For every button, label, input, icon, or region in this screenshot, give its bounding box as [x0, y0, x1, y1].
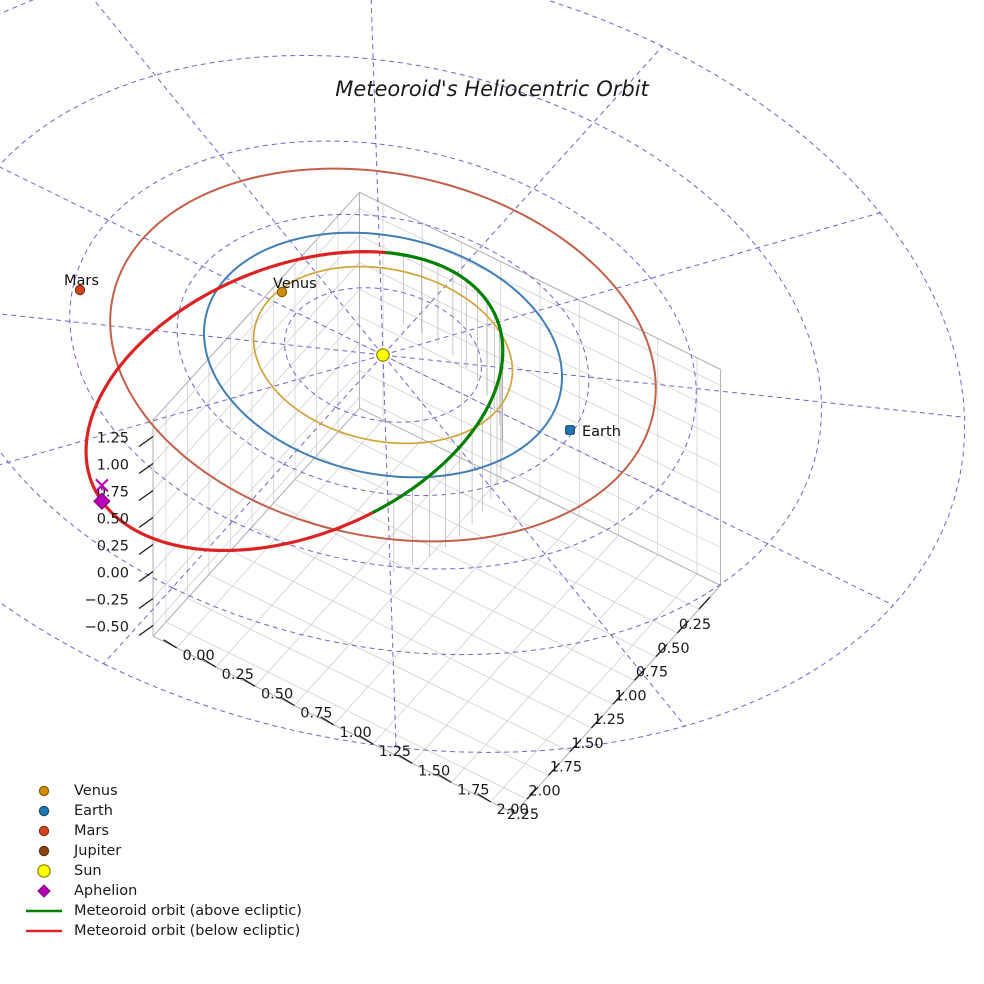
x-tick-7: 2.00	[528, 783, 560, 799]
x-tick-5: 1.50	[571, 736, 603, 752]
z-tick-7: −0.50	[85, 620, 129, 636]
venus-marker	[276, 286, 288, 298]
y-tick-4: 1.00	[339, 725, 371, 741]
legend-item-jupiter[interactable]: Jupiter	[38, 843, 121, 859]
x-tick-1: 0.50	[657, 641, 689, 657]
legend-marker-swatch	[37, 864, 51, 878]
y-tick-6: 1.50	[418, 763, 450, 779]
legend-item-aphelion[interactable]: Aphelion	[37, 883, 137, 899]
y-tick-8: 2.00	[496, 802, 528, 818]
legend-marker-swatch	[38, 785, 50, 797]
legend-item-label: Meteoroid orbit (below ecliptic)	[74, 923, 300, 939]
legend-item-label: Aphelion	[74, 883, 137, 899]
earth-marker	[565, 425, 575, 435]
meteoroid-orbit-path	[84, 250, 505, 553]
plot-title: Meteoroid's Heliocentric Orbit	[335, 77, 649, 101]
y-tick-2: 0.50	[261, 686, 293, 702]
legend-item-label: Sun	[74, 863, 102, 879]
x-tick-0: 0.25	[679, 617, 711, 633]
legend-marker-swatch	[38, 845, 50, 857]
legend-item-label: Venus	[74, 783, 118, 799]
x-tick-3: 1.00	[614, 688, 646, 704]
orbit-stem-lines	[393, 254, 504, 572]
y-tick-7: 1.75	[457, 783, 489, 799]
legend-marker-swatch	[38, 805, 50, 817]
celestial-body-markers: Venus Mars Earth	[64, 273, 621, 510]
x-tick-4: 1.25	[593, 712, 625, 728]
z-tick-0: 1.25	[97, 431, 129, 447]
earth-label: Earth	[582, 424, 621, 440]
legend-item-label: Jupiter	[73, 843, 121, 859]
legend-item-label: Mars	[74, 823, 109, 839]
plot-legend: Venus Earth Mars Jupiter Sun Aphelion Meteoroi…	[26, 783, 302, 939]
y-tick-3: 0.75	[300, 706, 332, 722]
mars-label: Mars	[64, 273, 99, 289]
planet-orbit-rings	[109, 167, 657, 543]
z-tick-5: 0.00	[97, 566, 129, 582]
z-tick-3: 0.50	[97, 512, 129, 528]
axes-panes	[152, 191, 722, 814]
aphelion-ground-projection-marker	[95, 478, 109, 493]
legend-item-meteoroid-orbit-below-ecliptic[interactable]: Meteoroid orbit (below ecliptic)	[26, 923, 300, 939]
sun-marker	[376, 348, 390, 362]
y-tick-5: 1.25	[379, 744, 411, 760]
x-tick-2: 0.75	[636, 665, 668, 681]
z-tick-1: 1.00	[97, 458, 129, 474]
mars-marker	[74, 284, 86, 296]
aphelion-marker	[93, 492, 111, 510]
y-tick-0: 0.00	[182, 648, 214, 664]
venus-label: Venus	[273, 276, 317, 292]
legend-marker-swatch	[38, 825, 50, 837]
legend-item-sun[interactable]: Sun	[37, 863, 102, 879]
legend-item-meteoroid-orbit-above-ecliptic[interactable]: Meteoroid orbit (above ecliptic)	[26, 903, 302, 919]
legend-item-mars[interactable]: Mars	[38, 823, 109, 839]
z-tick-6: −0.25	[85, 593, 129, 609]
y-tick-1: 0.25	[222, 667, 254, 683]
x-tick-8: 2.25	[507, 807, 539, 823]
legend-item-venus[interactable]: Venus	[38, 783, 118, 799]
legend-diamond-swatch	[37, 884, 51, 898]
ecliptic-polar-grid	[0, 0, 966, 753]
legend-item-label: Earth	[74, 803, 113, 819]
legend-item-label: Meteoroid orbit (above ecliptic)	[74, 903, 302, 919]
x-tick-6: 1.75	[550, 760, 582, 776]
legend-item-earth[interactable]: Earth	[38, 803, 113, 819]
z-tick-4: 0.25	[97, 539, 129, 555]
